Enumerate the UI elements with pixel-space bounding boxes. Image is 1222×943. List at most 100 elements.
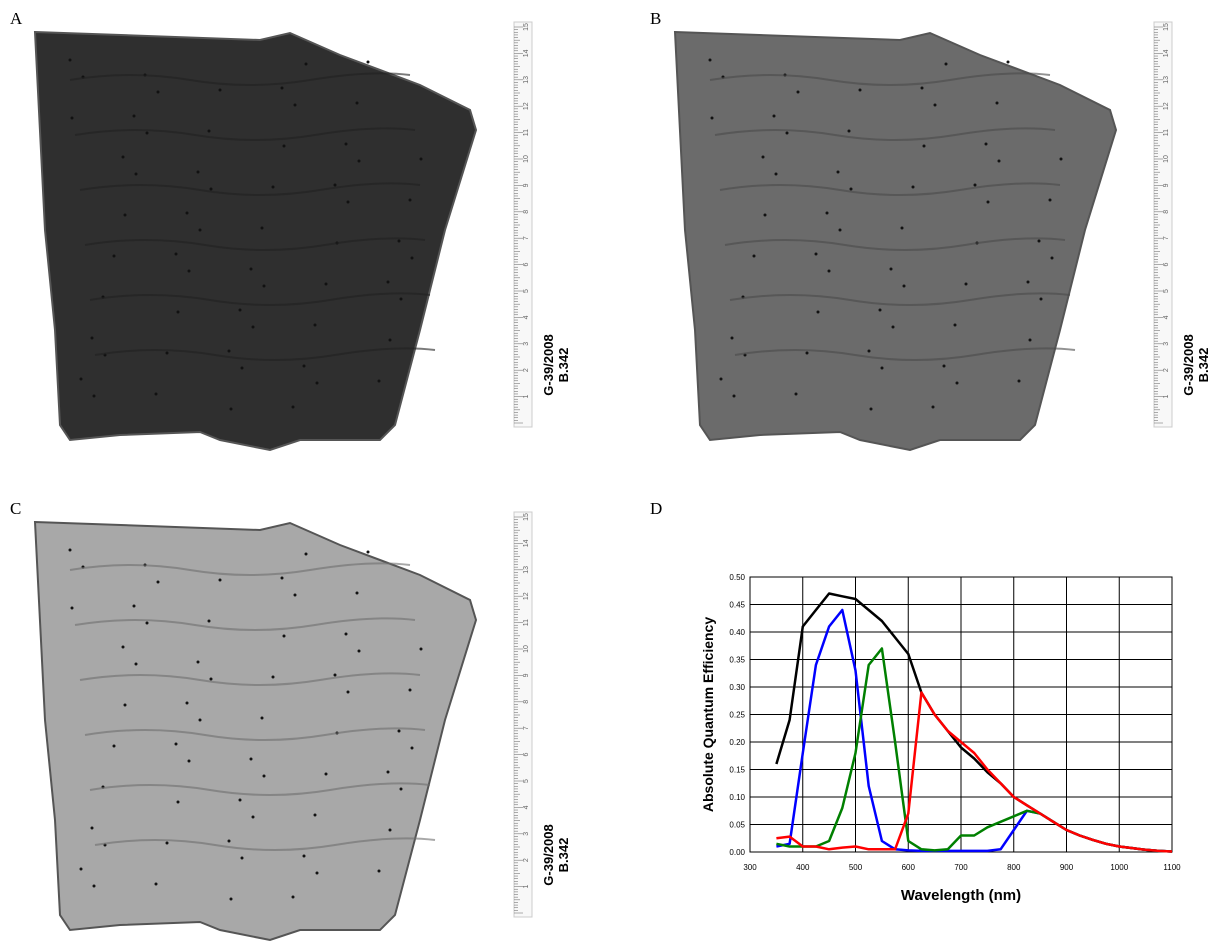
pore xyxy=(1059,157,1063,161)
pore xyxy=(814,252,818,256)
pore xyxy=(70,606,74,610)
x-axis-label: Wavelength (nm) xyxy=(901,887,1021,904)
pore xyxy=(271,675,275,679)
pore xyxy=(154,392,158,396)
pore xyxy=(134,172,138,176)
inscription-trace xyxy=(84,727,426,741)
pore xyxy=(1039,297,1043,301)
pore xyxy=(324,772,328,776)
y-tick-label: 0.15 xyxy=(729,766,745,775)
x-tick-label: 700 xyxy=(954,863,968,872)
pore xyxy=(282,144,286,148)
specimen-label: B.342 xyxy=(556,348,571,383)
inscription-trace xyxy=(94,347,436,361)
pore xyxy=(355,101,359,105)
pore xyxy=(399,787,403,791)
y-tick-label: 0.20 xyxy=(729,738,745,747)
pore xyxy=(262,284,266,288)
specimen-label: G-39/2008 xyxy=(1181,334,1196,395)
y-tick-label: 0.35 xyxy=(729,656,745,665)
ruler xyxy=(513,21,533,428)
pore xyxy=(900,226,904,230)
pore xyxy=(408,688,412,692)
ruler-number: 15 xyxy=(523,23,530,31)
pore xyxy=(785,131,789,135)
ruler-number: 9 xyxy=(523,673,530,677)
pore xyxy=(730,336,734,340)
ruler-number: 12 xyxy=(1163,102,1170,110)
pore xyxy=(187,759,191,763)
pore xyxy=(207,129,211,133)
inscription-trace xyxy=(94,837,436,851)
pore xyxy=(710,116,714,120)
pore xyxy=(187,269,191,273)
pore xyxy=(293,103,297,107)
pore xyxy=(942,364,946,368)
pore xyxy=(397,239,401,243)
ruler-number: 5 xyxy=(523,289,530,293)
pore xyxy=(973,183,977,187)
y-tick-label: 0.05 xyxy=(729,821,745,830)
ostracon-photo xyxy=(673,30,1118,452)
pore xyxy=(238,308,242,312)
pore xyxy=(719,377,723,381)
ruler-number: 7 xyxy=(523,726,530,730)
pore xyxy=(805,351,809,355)
ruler-number: 11 xyxy=(523,129,530,136)
inscription-trace xyxy=(714,127,1056,141)
panel-label: D xyxy=(650,499,662,518)
ruler-number: 2 xyxy=(1163,368,1170,372)
ruler-number: 6 xyxy=(523,263,530,267)
inscription-trace xyxy=(724,237,1066,251)
ruler xyxy=(513,511,533,918)
pore xyxy=(145,621,149,625)
y-tick-label: 0.40 xyxy=(729,628,745,637)
pore xyxy=(366,550,370,554)
pore xyxy=(68,58,72,62)
pore xyxy=(262,774,266,778)
inscription-trace xyxy=(734,347,1076,361)
ruler-number: 12 xyxy=(523,102,530,110)
pore xyxy=(302,854,306,858)
ruler-number: 1 xyxy=(523,885,530,889)
y-tick-label: 0.25 xyxy=(729,711,745,720)
panel-label: C xyxy=(10,499,21,518)
pore xyxy=(911,185,915,189)
ruler-number: 4 xyxy=(523,805,530,809)
pore xyxy=(827,269,831,273)
pore xyxy=(419,157,423,161)
pore xyxy=(291,895,295,899)
pore xyxy=(796,90,800,94)
inscription-trace xyxy=(79,182,421,196)
pore xyxy=(902,284,906,288)
pore xyxy=(280,86,284,90)
x-tick-label: 900 xyxy=(1060,863,1074,872)
pore xyxy=(249,267,253,271)
pore xyxy=(397,729,401,733)
pore xyxy=(280,576,284,580)
pore xyxy=(984,142,988,146)
pore xyxy=(313,323,317,327)
ostracon-photo xyxy=(33,30,478,452)
pore xyxy=(953,323,957,327)
pore xyxy=(955,381,959,385)
ruler-number: 7 xyxy=(523,236,530,240)
y-tick-label: 0.30 xyxy=(729,683,745,692)
pore xyxy=(123,703,127,707)
pore xyxy=(304,552,308,556)
pore xyxy=(209,187,213,191)
specimen-label: G-39/2008 xyxy=(541,824,556,885)
pore xyxy=(419,647,423,651)
ruler-number: 13 xyxy=(523,566,530,574)
ostracon-photo xyxy=(33,520,478,942)
inscription-trace xyxy=(84,237,426,251)
pore xyxy=(70,116,74,120)
pore xyxy=(995,101,999,105)
pore xyxy=(313,813,317,817)
pore xyxy=(333,673,337,677)
panel-label: A xyxy=(10,9,23,28)
x-tick-label: 1100 xyxy=(1163,863,1181,872)
